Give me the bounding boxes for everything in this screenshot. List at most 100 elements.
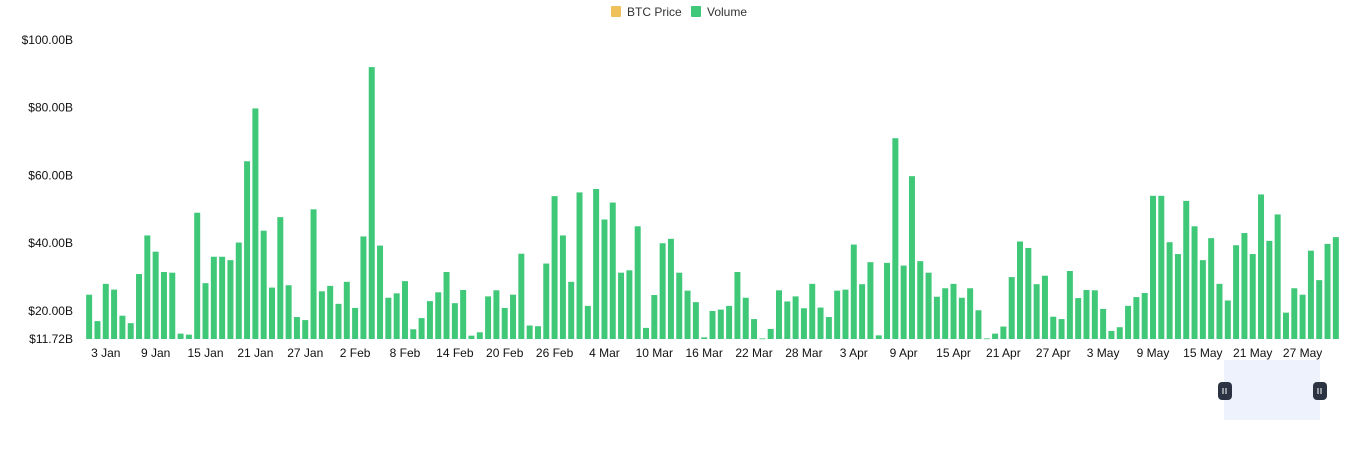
volume-bar[interactable]	[443, 272, 450, 339]
volume-bar[interactable]	[327, 285, 334, 339]
volume-bar[interactable]	[759, 338, 766, 340]
volume-bar[interactable]	[385, 297, 392, 339]
volume-bar[interactable]	[1141, 293, 1148, 339]
volume-bar[interactable]	[825, 317, 832, 339]
volume-bar[interactable]	[817, 307, 824, 339]
volume-bar[interactable]	[609, 202, 616, 339]
volume-bar[interactable]	[1125, 305, 1132, 339]
volume-bar[interactable]	[352, 307, 359, 339]
volume-bar[interactable]	[842, 289, 849, 339]
volume-bar[interactable]	[892, 138, 899, 339]
volume-bar[interactable]	[260, 230, 267, 339]
volume-bar[interactable]	[302, 320, 309, 339]
volume-bar[interactable]	[726, 305, 733, 339]
volume-bar[interactable]	[576, 192, 583, 339]
volume-bar[interactable]	[1216, 283, 1223, 339]
volume-bar[interactable]	[1258, 194, 1265, 339]
volume-bar[interactable]	[401, 281, 408, 339]
volume-bar[interactable]	[917, 261, 924, 339]
volume-bar[interactable]	[227, 260, 234, 339]
volume-bar[interactable]	[177, 333, 184, 339]
volume-bar[interactable]	[709, 310, 716, 339]
volume-bar[interactable]	[1208, 238, 1215, 339]
volume-bar[interactable]	[493, 290, 500, 339]
volume-bar[interactable]	[244, 161, 251, 339]
volume-bar[interactable]	[418, 318, 425, 339]
volume-bar[interactable]	[1008, 277, 1015, 339]
volume-bar[interactable]	[393, 293, 400, 339]
volume-bar[interactable]	[975, 310, 982, 339]
volume-bar[interactable]	[667, 238, 674, 339]
volume-bar[interactable]	[659, 243, 666, 339]
volume-bar[interactable]	[252, 108, 259, 339]
volume-bar[interactable]	[1307, 250, 1314, 339]
volume-bar[interactable]	[1324, 243, 1331, 339]
volume-bar[interactable]	[559, 235, 566, 339]
volume-bar[interactable]	[160, 272, 167, 339]
volume-bar[interactable]	[485, 296, 492, 339]
volume-bar[interactable]	[626, 270, 633, 339]
volume-bar[interactable]	[1174, 254, 1181, 339]
volume-bar[interactable]	[593, 189, 600, 339]
volume-bar[interactable]	[925, 272, 932, 339]
volume-bar[interactable]	[875, 335, 882, 339]
volume-bar[interactable]	[185, 334, 192, 339]
volume-bar[interactable]	[543, 263, 550, 339]
volume-bar[interactable]	[859, 284, 866, 339]
volume-bar[interactable]	[1299, 294, 1306, 339]
volume-bar[interactable]	[634, 226, 641, 339]
volume-bar[interactable]	[235, 242, 242, 339]
volume-bar[interactable]	[1058, 319, 1065, 339]
volume-bar[interactable]	[1091, 290, 1098, 339]
volume-bar[interactable]	[651, 295, 658, 339]
volume-bar[interactable]	[992, 333, 999, 339]
volume-bar[interactable]	[1224, 300, 1231, 339]
volume-bar[interactable]	[1050, 316, 1057, 339]
volume-bar[interactable]	[460, 289, 467, 339]
volume-bar[interactable]	[368, 67, 375, 339]
volume-bar[interactable]	[1183, 200, 1190, 339]
volume-bar[interactable]	[884, 262, 891, 339]
volume-bar[interactable]	[1282, 312, 1289, 339]
volume-bar[interactable]	[834, 290, 841, 339]
volume-bar[interactable]	[751, 319, 758, 339]
volume-bar[interactable]	[1133, 297, 1140, 339]
volume-bar[interactable]	[152, 251, 159, 339]
volume-bar[interactable]	[285, 285, 292, 339]
legend-item-volume[interactable]: Volume	[691, 5, 747, 19]
volume-bar[interactable]	[643, 327, 649, 339]
navigator-handle-left-grip[interactable]	[1218, 382, 1232, 400]
volume-bar[interactable]	[111, 289, 118, 339]
volume-bar[interactable]	[1266, 240, 1273, 339]
volume-bar[interactable]	[618, 272, 625, 339]
volume-bar[interactable]	[1158, 195, 1165, 339]
volume-bar[interactable]	[318, 291, 325, 339]
volume-bar[interactable]	[435, 292, 442, 339]
volume-bar[interactable]	[94, 321, 101, 339]
volume-bar[interactable]	[800, 308, 807, 339]
volume-bar[interactable]	[534, 326, 541, 339]
navigator-handle-right[interactable]	[1313, 382, 1327, 400]
volume-bar[interactable]	[1083, 289, 1090, 339]
volume-bar[interactable]	[1166, 242, 1173, 339]
volume-bar[interactable]	[102, 283, 109, 339]
volume-bar[interactable]	[1291, 288, 1298, 339]
volume-bar[interactable]	[601, 219, 608, 339]
volume-bar[interactable]	[410, 329, 417, 339]
volume-bar[interactable]	[169, 272, 176, 339]
volume-bar[interactable]	[734, 272, 741, 339]
volume-bar[interactable]	[584, 305, 591, 339]
volume-bar[interactable]	[942, 288, 949, 339]
volume-bar[interactable]	[194, 212, 201, 339]
volume-bar[interactable]	[1066, 270, 1073, 339]
volume-bar[interactable]	[210, 256, 217, 339]
volume-bar[interactable]	[86, 294, 93, 339]
volume-bar[interactable]	[1033, 284, 1040, 339]
volume-bar[interactable]	[1241, 233, 1248, 339]
volume-bar[interactable]	[983, 338, 990, 340]
volume-bar[interactable]	[1199, 260, 1206, 339]
volume-bar[interactable]	[1316, 280, 1323, 339]
volume-bar[interactable]	[518, 253, 525, 339]
volume-bar[interactable]	[717, 309, 724, 339]
volume-bar[interactable]	[1150, 195, 1156, 339]
